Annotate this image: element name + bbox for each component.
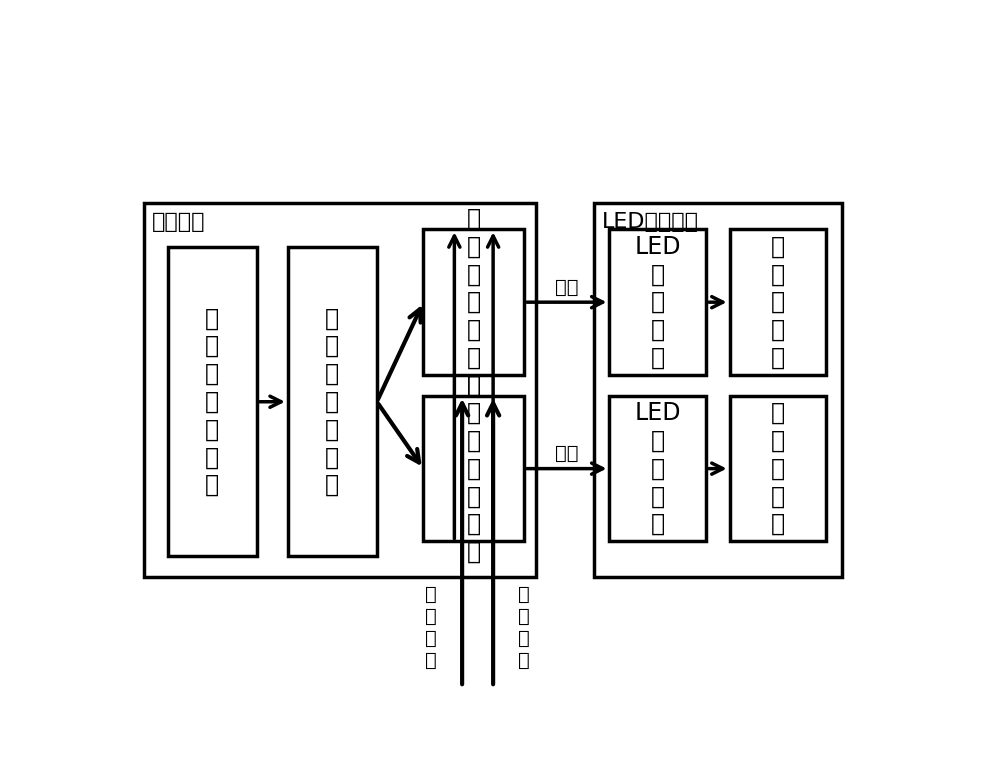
Text: 控
制
信
号: 控 制 信 号 <box>518 585 530 670</box>
Text: 控制: 控制 <box>555 444 578 463</box>
Text: LED
发
光
单
元: LED 发 光 单 元 <box>635 401 681 537</box>
Text: 第
二
导
光
板: 第 二 导 光 板 <box>771 235 785 370</box>
Text: 控
制
信
号: 控 制 信 号 <box>425 585 437 670</box>
Bar <box>423 229 524 375</box>
Bar <box>730 229 826 375</box>
Text: 控制模块: 控制模块 <box>152 212 206 232</box>
Text: 第
一
导
光
板: 第 一 导 光 板 <box>771 401 785 537</box>
Bar <box>609 229 706 375</box>
Text: 第
二
控
制
子
模
块: 第 二 控 制 子 模 块 <box>467 207 481 398</box>
Bar <box>144 202 536 577</box>
Text: 亮
度
分
析
子
模
块: 亮 度 分 析 子 模 块 <box>205 306 219 497</box>
Text: LED背光模块: LED背光模块 <box>602 212 699 232</box>
Bar <box>288 247 377 557</box>
Text: 数
据
分
配
子
模
块: 数 据 分 配 子 模 块 <box>325 306 339 497</box>
Bar <box>609 396 706 541</box>
Bar <box>168 247 257 557</box>
Bar <box>423 396 524 541</box>
Text: 第
一
控
制
子
模
块: 第 一 控 制 子 模 块 <box>467 373 481 564</box>
Bar <box>730 396 826 541</box>
Text: LED
发
光
单
元: LED 发 光 单 元 <box>635 235 681 370</box>
Bar <box>594 202 842 577</box>
Text: 控制: 控制 <box>555 278 578 296</box>
